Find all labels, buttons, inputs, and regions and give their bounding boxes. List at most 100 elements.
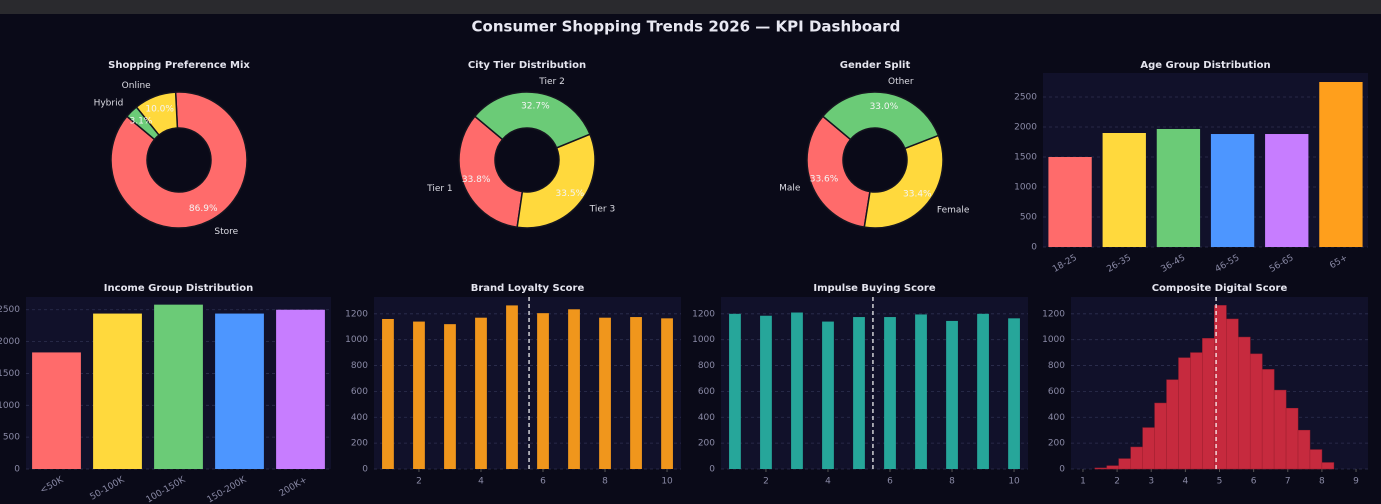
bar: [977, 313, 989, 469]
y-tick-label: 500: [1020, 213, 1037, 223]
percent-label: 32.7%: [521, 102, 550, 112]
y-tick-label: 1000: [0, 401, 20, 411]
histogram-bar: [1178, 357, 1191, 470]
slice-label: Other: [888, 77, 914, 87]
bar: [568, 309, 580, 469]
chart-title: Impulse Buying Score: [813, 283, 935, 294]
y-tick-label: 1200: [692, 309, 715, 319]
bar: [276, 309, 325, 469]
chart-title: Composite Digital Score: [1152, 283, 1288, 294]
y-tick-label: 0: [1059, 465, 1065, 475]
slice-label: Tier 2: [538, 77, 565, 87]
bar: [599, 317, 611, 469]
bar: [729, 313, 741, 469]
slice-label: Hybrid: [94, 99, 124, 109]
y-tick-label: 500: [3, 433, 20, 443]
donut-wedge: [473, 91, 591, 149]
y-tick-label: 200: [698, 439, 715, 449]
x-tick-label: 9: [1353, 477, 1359, 487]
bar: [630, 317, 642, 469]
histogram-bar: [1297, 429, 1311, 470]
histogram-bar: [1094, 467, 1108, 470]
x-tick-label: 6: [540, 477, 546, 487]
histogram-bar: [1273, 389, 1287, 470]
chart-title: Income Group Distribution: [104, 283, 253, 294]
slice-label: Female: [937, 205, 970, 215]
percent-label: 33.6%: [810, 175, 839, 185]
chart-title: City Tier Distribution: [468, 60, 586, 71]
bar: [946, 320, 958, 469]
x-tick-label: 8: [602, 477, 608, 487]
percent-label: 3.1%: [129, 117, 152, 127]
y-tick-label: 1500: [0, 369, 20, 379]
x-tick-label: 5: [1217, 477, 1223, 487]
y-tick-label: 800: [698, 361, 715, 371]
y-tick-label: 1000: [1014, 183, 1037, 193]
bar: [413, 321, 425, 469]
y-tick-label: 800: [1048, 361, 1065, 371]
percent-label: 33.8%: [462, 175, 491, 185]
percent-label: 33.5%: [556, 189, 585, 199]
x-tick-label: 6: [887, 477, 893, 487]
y-tick-label: 400: [351, 413, 368, 423]
bar: [475, 317, 487, 469]
donut-wedge: [516, 133, 596, 229]
x-tick-label: 2: [416, 477, 422, 487]
x-tick-label: 4: [478, 477, 484, 487]
x-tick-label: 4: [1182, 477, 1188, 487]
histogram-bar: [1118, 458, 1131, 470]
histogram-bar: [1238, 336, 1251, 470]
y-tick-label: 0: [709, 465, 715, 475]
x-tick-label: 6: [1251, 477, 1257, 487]
donut-wedge: [110, 91, 248, 229]
bar: [32, 352, 81, 469]
percent-label: 33.4%: [903, 190, 932, 200]
y-tick-label: 1000: [692, 335, 715, 345]
percent-label: 10.0%: [145, 105, 174, 115]
bar: [506, 305, 518, 469]
bar: [1210, 134, 1255, 247]
bar: [537, 313, 549, 469]
y-tick-label: 600: [1048, 387, 1065, 397]
x-tick-label: 10: [661, 477, 673, 487]
dashboard-title: Consumer Shopping Trends 2026 — KPI Dash…: [472, 18, 901, 36]
x-tick-label: 7: [1285, 477, 1291, 487]
chart-title: Brand Loyalty Score: [471, 283, 585, 294]
chart-title: Shopping Preference Mix: [108, 60, 250, 71]
y-tick-label: 0: [14, 465, 20, 475]
plot-area: [374, 297, 681, 469]
x-tick-label: 10: [1008, 477, 1020, 487]
x-tick-label: 8: [949, 477, 955, 487]
histogram-bar: [1166, 379, 1179, 470]
y-tick-label: 1000: [1042, 335, 1065, 345]
histogram-bar: [1190, 352, 1203, 470]
slice-label: Online: [122, 81, 151, 91]
bar: [444, 324, 456, 469]
y-tick-label: 1500: [1014, 153, 1037, 163]
bar: [1156, 128, 1201, 247]
top-bar: [0, 0, 1381, 14]
y-tick-label: 2500: [1014, 93, 1037, 103]
slice-label: Store: [214, 227, 238, 237]
histogram-bar: [1321, 462, 1335, 470]
percent-label: 86.9%: [189, 204, 218, 214]
histogram-bar: [1202, 338, 1215, 470]
x-tick-label: 2: [1114, 477, 1120, 487]
donut-wedge: [821, 91, 940, 150]
bar: [915, 314, 927, 469]
donut-wedge: [458, 115, 524, 229]
bar: [93, 313, 142, 469]
slice-label: Tier 1: [426, 184, 453, 194]
x-tick-label: 8: [1319, 477, 1325, 487]
plot-area: [1043, 73, 1368, 247]
y-tick-label: 600: [698, 387, 715, 397]
chart-title: Age Group Distribution: [1140, 60, 1270, 71]
donut-wedge: [125, 105, 160, 141]
histogram-bar: [1285, 407, 1299, 470]
bar: [215, 313, 264, 469]
bar: [1265, 134, 1309, 247]
y-tick-label: 1000: [345, 335, 368, 345]
y-tick-label: 2000: [0, 337, 20, 347]
bar: [791, 312, 803, 469]
